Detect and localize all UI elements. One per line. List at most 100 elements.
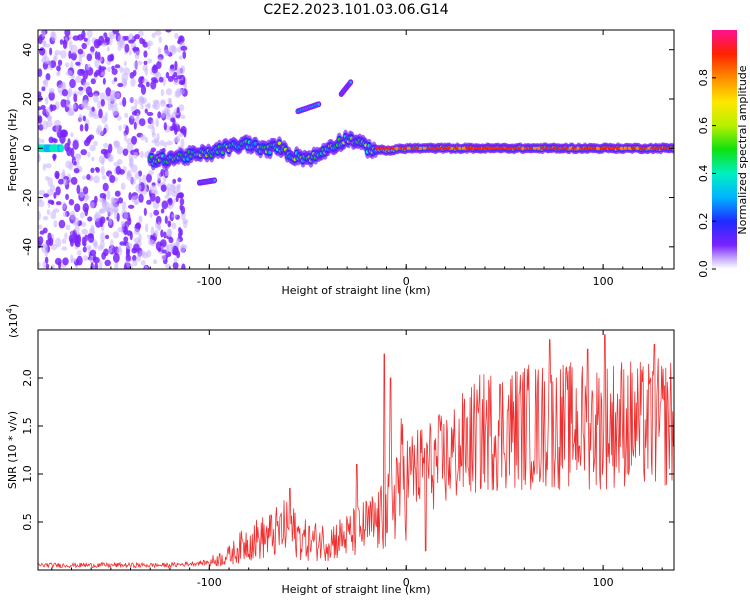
heatmap-cell bbox=[130, 114, 135, 120]
y-tick-label: -40 bbox=[21, 238, 34, 256]
heatmap-cell bbox=[161, 200, 169, 210]
heatmap-cell bbox=[62, 211, 67, 217]
heatmap-cell bbox=[116, 247, 123, 256]
heatmap-cell bbox=[146, 173, 152, 183]
heatmap-cell bbox=[631, 146, 635, 150]
heatmap-cell bbox=[140, 84, 147, 95]
heatmap-cell bbox=[172, 178, 177, 184]
heatmap-cell bbox=[56, 65, 61, 72]
heatmap-cell bbox=[167, 197, 173, 206]
heatmap-cell bbox=[171, 213, 178, 219]
heatmap-cell bbox=[99, 208, 104, 214]
heatmap-cell bbox=[49, 184, 56, 192]
heatmap-cell bbox=[60, 129, 67, 138]
snr-scale-label: (x104) bbox=[5, 304, 20, 338]
heatmap-cell bbox=[556, 146, 560, 150]
heatmap-cell bbox=[41, 243, 48, 248]
heatmap-cell bbox=[69, 78, 76, 89]
heatmap-cell bbox=[52, 153, 56, 162]
heatmap-cell bbox=[164, 49, 170, 56]
colorbar-tick-label: 0.8 bbox=[697, 69, 710, 87]
heatmap-cell bbox=[43, 193, 50, 198]
heatmap-cell bbox=[134, 171, 140, 180]
heatmap-cell bbox=[109, 89, 117, 100]
heatmap-cell bbox=[75, 75, 82, 84]
heatmap-cell bbox=[146, 234, 151, 239]
heatmap-cell bbox=[70, 147, 75, 158]
heatmap-cell bbox=[38, 236, 44, 245]
heatmap-cell bbox=[131, 110, 138, 116]
x-tick-label: 0 bbox=[403, 275, 410, 288]
heatmap-cell bbox=[160, 100, 167, 107]
heatmap-cell bbox=[74, 153, 82, 159]
heatmap-cell bbox=[107, 143, 113, 154]
heatmap-cell bbox=[153, 209, 160, 216]
heatmap-cell bbox=[151, 103, 157, 109]
spectrogram-ticks: -100 0 100 -40 -20 0 20 40 bbox=[21, 30, 674, 288]
heatmap-cell bbox=[82, 246, 87, 253]
colorbar-tick-label: 0.0 bbox=[697, 260, 710, 278]
heatmap-cell bbox=[38, 195, 42, 203]
heatmap-cell bbox=[533, 146, 537, 150]
heatmap-cell bbox=[113, 161, 120, 167]
heatmap-cell bbox=[525, 146, 529, 150]
snr-ylabel: SNR (10 * v/v) bbox=[6, 411, 19, 489]
heatmap-cell bbox=[178, 104, 185, 112]
heatmap-cell bbox=[123, 60, 127, 67]
heatmap-cell bbox=[47, 177, 54, 187]
colorbar-gradient bbox=[712, 30, 737, 269]
heatmap-cell bbox=[167, 220, 172, 228]
heatmap-cell bbox=[588, 146, 592, 150]
heatmap-cell bbox=[86, 53, 93, 62]
heatmap-cell bbox=[81, 30, 86, 40]
heatmap-cell bbox=[64, 142, 70, 152]
heatmap-cell bbox=[105, 95, 110, 101]
heatmap-cell bbox=[635, 146, 639, 150]
heatmap-cell bbox=[155, 117, 159, 128]
heatmap-cell bbox=[114, 176, 119, 182]
heatmap-cell bbox=[178, 132, 184, 138]
heatmap-cell bbox=[112, 30, 120, 35]
y-tick-label: 20 bbox=[21, 92, 34, 106]
heatmap-cell bbox=[552, 146, 556, 150]
heatmap-cell bbox=[38, 36, 43, 45]
heatmap-cell bbox=[138, 215, 143, 224]
heatmap-cell bbox=[173, 71, 178, 78]
heatmap-cell bbox=[647, 146, 651, 150]
heatmap-cell bbox=[53, 192, 57, 199]
heatmap-cell bbox=[133, 243, 140, 252]
heatmap-cell bbox=[121, 201, 127, 211]
heatmap-cell bbox=[94, 59, 100, 68]
heatmap-cell bbox=[102, 182, 109, 192]
heatmap-cell bbox=[144, 67, 149, 76]
heatmap-cell bbox=[175, 135, 181, 143]
heatmap-cell bbox=[576, 146, 580, 150]
heatmap-cell bbox=[140, 134, 146, 141]
heatmap-cell bbox=[99, 216, 106, 224]
heatmap-cell bbox=[144, 265, 148, 269]
heatmap-cell bbox=[90, 78, 96, 85]
heatmap-cell bbox=[651, 146, 655, 150]
heatmap-cell bbox=[592, 146, 596, 150]
heatmap-cell bbox=[403, 146, 407, 150]
heatmap-cell bbox=[117, 82, 124, 88]
heatmap-cell bbox=[172, 118, 176, 126]
heatmap-cell bbox=[166, 140, 173, 146]
heatmap-cell bbox=[584, 146, 588, 150]
heatmap-cell bbox=[38, 124, 44, 131]
heatmap-cell bbox=[90, 51, 95, 56]
heatmap-cell bbox=[73, 168, 80, 174]
heatmap-cell bbox=[126, 137, 133, 145]
heatmap-cell bbox=[87, 233, 95, 243]
heatmap-cell bbox=[165, 244, 169, 253]
heatmap-cell bbox=[177, 177, 182, 183]
heatmap-cell bbox=[62, 202, 67, 210]
heatmap-cell bbox=[513, 146, 517, 150]
heatmap-cell bbox=[596, 146, 600, 150]
heatmap-cell bbox=[509, 146, 513, 150]
heatmap-cell bbox=[176, 67, 182, 76]
heatmap-cell bbox=[91, 156, 95, 162]
heatmap-cell bbox=[147, 124, 154, 129]
heatmap-cell bbox=[103, 142, 109, 149]
heatmap-cell bbox=[63, 178, 68, 186]
